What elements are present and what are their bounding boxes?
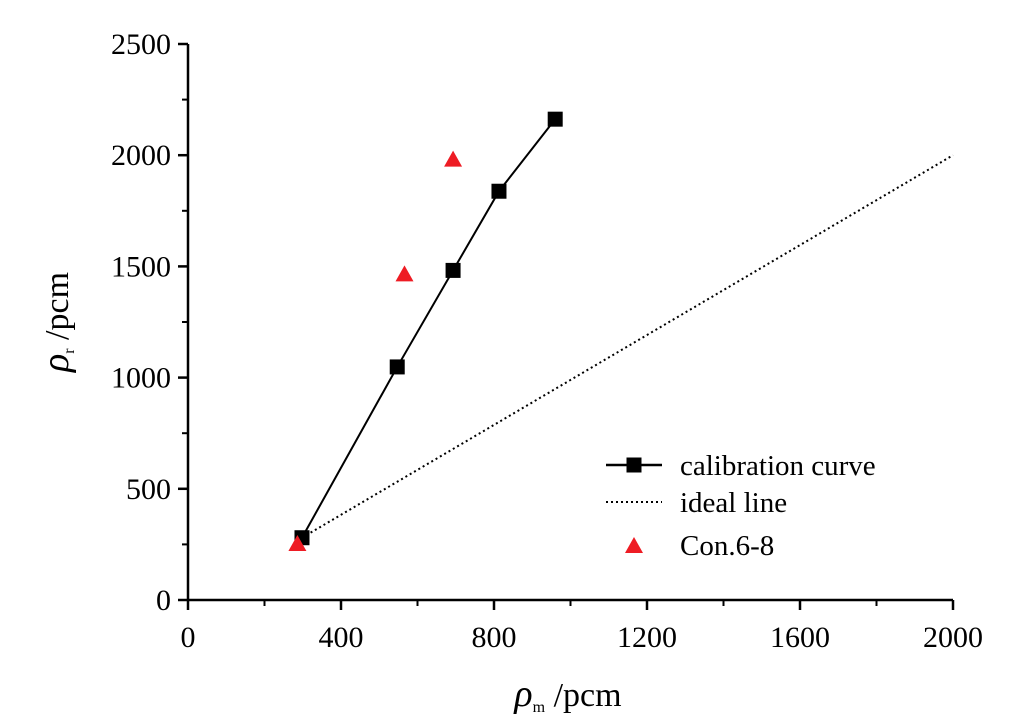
series-con-6-8	[288, 150, 463, 551]
calibration-point	[547, 111, 563, 127]
y-tick-label: 500	[126, 473, 171, 506]
legend-label: Con.6-8	[680, 530, 774, 562]
y-tick-label: 1500	[111, 250, 171, 283]
ticks: 0 400 800 1200 1600 2000 0 500 1000 1500 2000 2500	[111, 28, 983, 654]
legend-triangle-marker	[625, 537, 643, 553]
legend-item-ideal-line: ideal line	[606, 487, 787, 519]
ideal-line	[301, 154, 954, 539]
legend-item-calibration-curve: calibration curve	[606, 450, 876, 482]
x-tick-label: 1600	[770, 621, 830, 654]
y-tick-label: 2500	[111, 28, 171, 61]
series-layer	[288, 111, 954, 551]
con-point	[395, 265, 414, 282]
x-tick-label: 1200	[617, 621, 677, 654]
x-tick-label: 2000	[923, 621, 983, 654]
series-calibration-curve	[294, 111, 563, 546]
con-point	[288, 534, 307, 551]
calibration-curve-line	[301, 118, 556, 539]
legend-square-marker	[626, 457, 642, 473]
legend-label: ideal line	[680, 487, 787, 519]
calibration-point	[445, 262, 461, 278]
y-tick-label: 2000	[111, 139, 171, 172]
calibration-point	[491, 183, 507, 199]
con-point	[444, 150, 463, 167]
legend-label: calibration curve	[680, 450, 876, 482]
axes	[186, 44, 953, 602]
x-axis-title: ρm /pcm	[513, 673, 621, 716]
x-tick-label: 800	[472, 621, 517, 654]
y-axis-title: ρr /pcm	[35, 272, 78, 373]
y-tick-label: 0	[156, 584, 171, 617]
legend: calibration curve ideal line Con.6-8	[606, 450, 876, 562]
series-ideal-line	[301, 154, 954, 539]
calibration-point	[389, 359, 405, 375]
legend-item-con-6-8: Con.6-8	[625, 530, 774, 562]
x-tick-label: 400	[319, 621, 364, 654]
y-tick-label: 1000	[111, 362, 171, 395]
x-tick-label: 0	[181, 621, 196, 654]
